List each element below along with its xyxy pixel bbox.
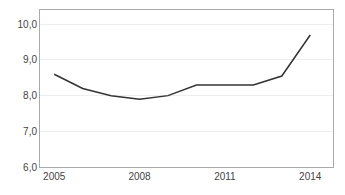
svg-text:6,0: 6,0 xyxy=(23,162,37,173)
svg-text:10,0: 10,0 xyxy=(18,19,38,30)
svg-text:7,0: 7,0 xyxy=(23,126,37,137)
svg-text:2008: 2008 xyxy=(128,171,151,182)
svg-text:2011: 2011 xyxy=(214,171,236,182)
svg-text:8,0: 8,0 xyxy=(23,90,37,101)
svg-text:2005: 2005 xyxy=(43,171,66,182)
svg-text:2014: 2014 xyxy=(299,171,322,182)
svg-text:9,0: 9,0 xyxy=(23,54,37,65)
